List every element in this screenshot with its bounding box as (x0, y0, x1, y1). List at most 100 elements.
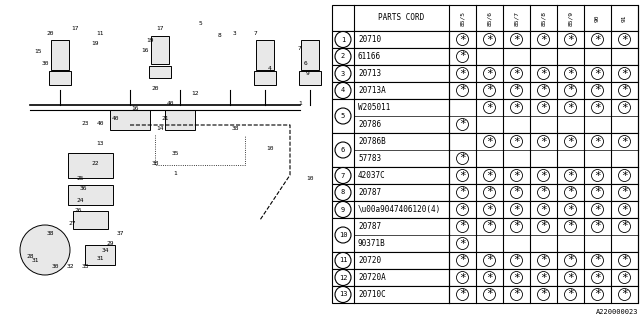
Bar (67, 185, 113, 205)
Text: 5: 5 (198, 21, 202, 26)
Text: 14: 14 (156, 126, 164, 131)
Bar (332, 167, 638, 184)
Text: *: * (459, 35, 466, 44)
Text: *: * (513, 85, 520, 95)
Circle shape (20, 225, 70, 275)
Text: *: * (486, 188, 493, 197)
Bar (332, 31, 638, 48)
Text: *: * (513, 188, 520, 197)
Text: 22: 22 (92, 161, 99, 166)
Text: *: * (594, 273, 601, 283)
Text: *: * (486, 68, 493, 78)
Circle shape (335, 142, 351, 158)
Text: 25: 25 (76, 176, 84, 181)
Text: 35: 35 (172, 151, 179, 156)
Text: *: * (621, 255, 628, 266)
Text: 85/9: 85/9 (568, 11, 573, 26)
Text: *: * (621, 85, 628, 95)
Text: *: * (486, 204, 493, 214)
Text: *: * (513, 35, 520, 44)
Text: *: * (594, 171, 601, 180)
Text: 20713: 20713 (358, 69, 381, 78)
Text: 6: 6 (303, 61, 307, 66)
Text: *: * (459, 188, 466, 197)
Text: *: * (513, 221, 520, 231)
Text: 16: 16 (131, 106, 139, 111)
Text: 27: 27 (68, 221, 76, 226)
Circle shape (335, 286, 351, 302)
Bar (301, 40, 319, 70)
Text: *: * (567, 137, 574, 147)
Text: 57783: 57783 (358, 154, 381, 163)
Text: *: * (459, 238, 466, 249)
Text: 90: 90 (595, 14, 600, 22)
Bar (51, 40, 69, 70)
Text: 20787: 20787 (358, 222, 381, 231)
Text: *: * (540, 171, 547, 180)
Bar (149, 66, 171, 78)
Text: *: * (567, 85, 574, 95)
Text: 4: 4 (341, 87, 345, 93)
Text: *: * (540, 273, 547, 283)
Text: *: * (513, 273, 520, 283)
Text: *: * (567, 221, 574, 231)
Text: *: * (567, 204, 574, 214)
Text: *: * (594, 204, 601, 214)
Text: *: * (459, 52, 466, 61)
Text: *: * (594, 290, 601, 300)
Text: *: * (567, 68, 574, 78)
Text: 7: 7 (253, 31, 257, 36)
Text: 12: 12 (191, 91, 199, 96)
Text: 1: 1 (341, 36, 345, 43)
Text: *: * (486, 85, 493, 95)
Bar (254, 71, 276, 85)
Text: *: * (621, 35, 628, 44)
Circle shape (335, 202, 351, 218)
Text: 20786: 20786 (358, 120, 381, 129)
Text: *: * (513, 68, 520, 78)
Text: *: * (567, 171, 574, 180)
Text: 20720: 20720 (358, 256, 381, 265)
Text: *: * (594, 188, 601, 197)
Text: *: * (513, 255, 520, 266)
Text: *: * (621, 290, 628, 300)
Text: *: * (486, 102, 493, 113)
Text: *: * (540, 255, 547, 266)
Text: 36: 36 (79, 186, 87, 191)
Text: *: * (486, 171, 493, 180)
Text: *: * (486, 137, 493, 147)
Text: 33: 33 (81, 264, 89, 269)
Text: 20787: 20787 (358, 188, 381, 197)
Bar (332, 218, 638, 252)
Text: 20710C: 20710C (358, 290, 386, 299)
Text: 31: 31 (96, 256, 104, 261)
Text: 20: 20 (151, 86, 159, 91)
Text: \u00a9047406120(4): \u00a9047406120(4) (358, 205, 441, 214)
Text: *: * (459, 119, 466, 130)
Bar (332, 82, 638, 99)
Bar (110, 110, 150, 130)
Text: 7: 7 (298, 46, 302, 51)
Text: 6: 6 (341, 147, 345, 153)
Text: 85/5: 85/5 (460, 11, 465, 26)
Text: 7: 7 (341, 172, 345, 179)
Text: *: * (459, 221, 466, 231)
Text: *: * (486, 221, 493, 231)
Text: 10: 10 (266, 146, 274, 151)
Text: 29: 29 (106, 241, 114, 246)
Text: *: * (594, 221, 601, 231)
Text: 8: 8 (341, 189, 345, 196)
Circle shape (335, 31, 351, 47)
Bar (332, 269, 638, 286)
Text: *: * (459, 85, 466, 95)
Text: *: * (621, 188, 628, 197)
Circle shape (335, 83, 351, 99)
Bar (332, 133, 638, 167)
Text: *: * (513, 171, 520, 180)
Text: *: * (621, 171, 628, 180)
Text: *: * (540, 102, 547, 113)
Text: 31: 31 (31, 258, 39, 263)
Text: 32: 32 (67, 264, 74, 269)
Circle shape (335, 252, 351, 268)
Text: *: * (459, 273, 466, 283)
